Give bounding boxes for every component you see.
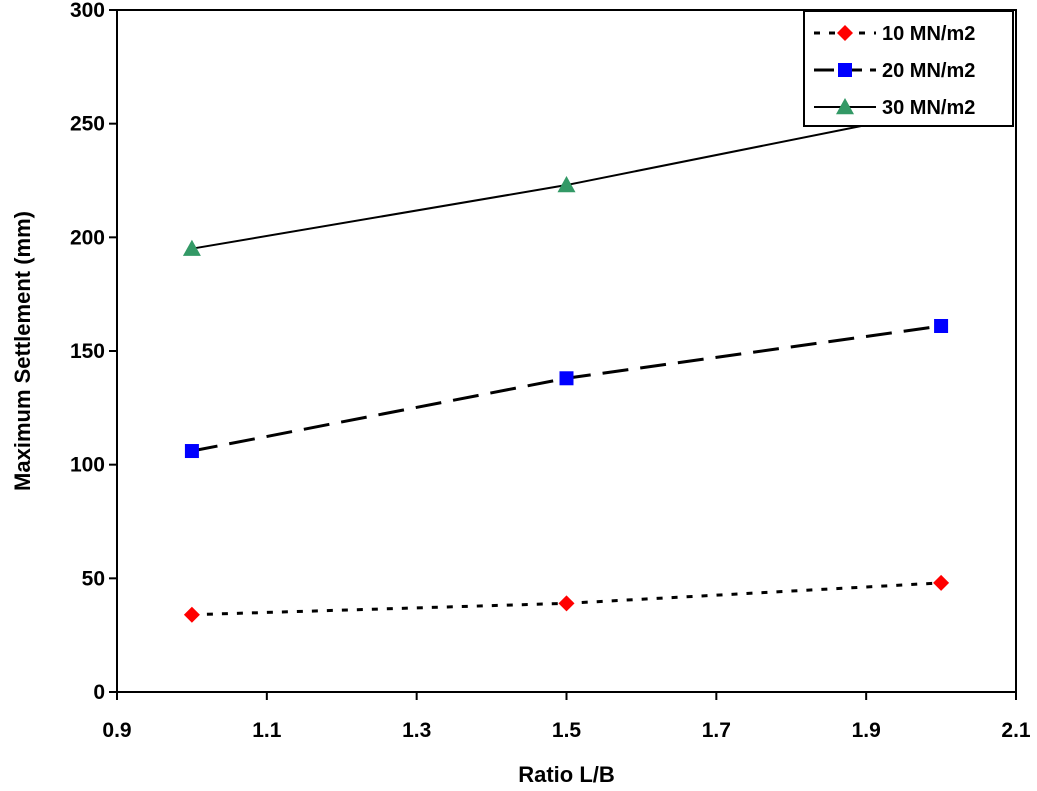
data-point [934, 318, 949, 333]
legend-item: 20 MN/m2 [814, 60, 975, 82]
legend-label: 30 MN/m2 [882, 97, 975, 119]
x-tick-label: 1.7 [702, 719, 731, 742]
data-point [558, 595, 575, 612]
data-point [184, 444, 199, 459]
x-tick-label: 0.9 [102, 719, 131, 742]
x-tick-label: 1.1 [252, 719, 282, 742]
x-tick-label: 2.1 [1001, 719, 1031, 742]
legend: 10 MN/m2 20 MN/m2 30 MN/m2 [803, 10, 1014, 127]
series-line [191, 324, 942, 453]
x-tick-label: 1.3 [402, 719, 431, 742]
data-point [182, 239, 201, 256]
legend-item: 30 MN/m2 [814, 97, 975, 119]
y-tick-label: 300 [70, 0, 105, 22]
x-tick-label: 1.5 [552, 719, 582, 742]
series-1 [184, 318, 949, 459]
x-tick-label: 1.9 [852, 719, 881, 742]
y-tick-label: 200 [70, 226, 105, 249]
legend-label: 10 MN/m2 [882, 23, 975, 45]
data-point [933, 574, 950, 591]
legend-marker [836, 98, 854, 115]
series-line [191, 581, 942, 617]
y-axis-title: Maximum Settlement (mm) [10, 211, 35, 491]
legend-marker [838, 63, 852, 77]
y-tick-label: 0 [93, 681, 105, 704]
y-tick-label: 150 [70, 340, 105, 363]
series-layer [182, 101, 951, 623]
y-tick-label: 50 [82, 567, 105, 590]
data-point [557, 176, 576, 193]
legend-label: 20 MN/m2 [882, 60, 975, 82]
data-point [559, 371, 574, 386]
legend-item: 10 MN/m2 [814, 23, 975, 45]
legend-marker [837, 25, 853, 41]
axes: 0 50 100 150 200 250 300 0.9 1.1 1.3 1.5 1.7 1.9 2.1 [70, 0, 1031, 742]
x-axis-title: Ratio L/B [518, 762, 615, 787]
data-point [183, 606, 200, 623]
series-0 [183, 574, 950, 623]
y-tick-label: 250 [70, 113, 105, 136]
y-tick-label: 100 [70, 454, 105, 477]
